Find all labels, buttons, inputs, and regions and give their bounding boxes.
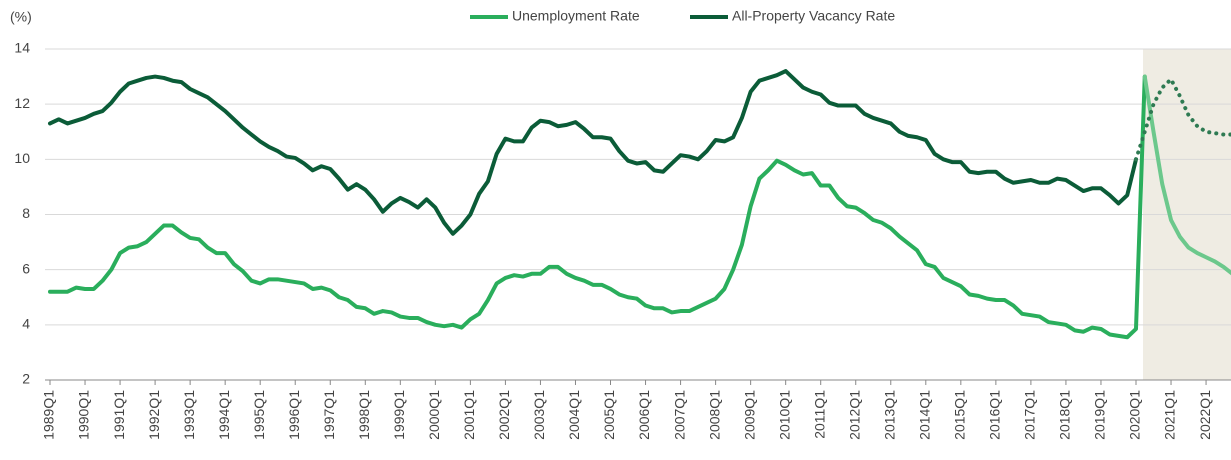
series-line <box>48 74 1147 340</box>
x-tick-label: 1996Q1 <box>286 390 302 440</box>
x-tick-label: 1999Q1 <box>391 390 407 440</box>
x-tick-label: 1993Q1 <box>181 390 197 440</box>
x-tick-label: 1989Q1 <box>41 390 57 440</box>
x-tick-label: 2022Q1 <box>1197 390 1213 440</box>
x-tick-label: 2002Q1 <box>496 390 512 440</box>
x-tick-label: 2018Q1 <box>1057 390 1073 440</box>
x-tick-label: 1991Q1 <box>111 390 127 440</box>
x-tick-label: 2005Q1 <box>601 390 617 440</box>
x-tick-label: 2003Q1 <box>531 390 547 440</box>
x-tick-label: 2004Q1 <box>566 390 582 440</box>
x-tick-label: 2019Q1 <box>1092 390 1108 440</box>
x-tick-label: 1994Q1 <box>216 390 232 440</box>
x-tick-label: 1990Q1 <box>76 390 92 440</box>
y-tick-label: 14 <box>14 40 30 56</box>
y-tick-label: 2 <box>22 371 30 387</box>
x-tick-label: 2015Q1 <box>952 390 968 440</box>
y-tick-label: 10 <box>14 150 30 166</box>
forecast-line <box>1142 74 1231 276</box>
y-tick-label: 4 <box>22 316 30 332</box>
x-tick-label: 2014Q1 <box>917 390 933 440</box>
x-tick-label: 2009Q1 <box>741 390 757 440</box>
y-axis-label: (%) <box>10 9 32 25</box>
x-tick-label: 2020Q1 <box>1127 390 1143 440</box>
x-tick-label: 2012Q1 <box>846 390 862 440</box>
x-tick-label: 2011Q1 <box>811 390 827 439</box>
x-tick-label: 2010Q1 <box>776 390 792 440</box>
x-tick-label: 2016Q1 <box>987 390 1003 440</box>
x-tick-label: 2021Q1 <box>1162 390 1178 440</box>
legend-label: All-Property Vacancy Rate <box>732 8 895 24</box>
x-tick-label: 2000Q1 <box>426 390 442 440</box>
x-tick-label: 2007Q1 <box>671 390 687 440</box>
x-tick-label: 2013Q1 <box>881 390 897 440</box>
x-tick-label: 2001Q1 <box>461 390 477 440</box>
x-tick-label: 1998Q1 <box>356 390 372 440</box>
x-tick-label: 2008Q1 <box>706 390 722 440</box>
x-tick-label: 1995Q1 <box>251 390 267 440</box>
y-tick-label: 8 <box>22 205 30 221</box>
y-tick-label: 6 <box>22 260 30 276</box>
x-tick-label: 1992Q1 <box>146 390 162 440</box>
legend-label: Unemployment Rate <box>512 8 640 24</box>
forecast-line <box>1133 77 1231 162</box>
x-tick-label: 2006Q1 <box>636 390 652 440</box>
x-tick-label: 2017Q1 <box>1022 390 1038 440</box>
series-line <box>48 69 1138 236</box>
y-tick-label: 12 <box>14 95 30 111</box>
x-tick-label: 1997Q1 <box>321 390 337 440</box>
